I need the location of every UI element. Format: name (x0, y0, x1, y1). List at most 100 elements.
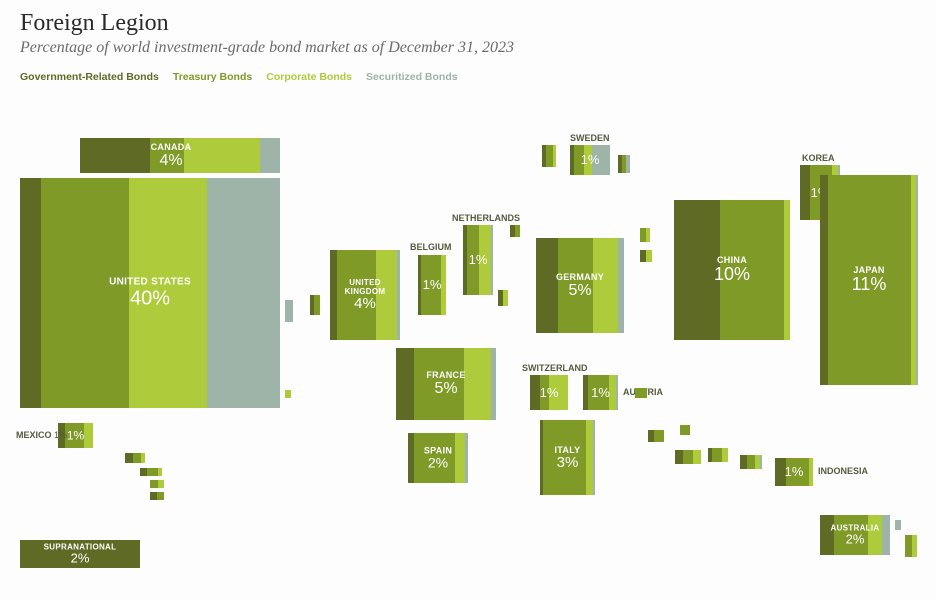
segment-treasury (157, 492, 164, 500)
segment-corp (784, 200, 790, 340)
segment-gov (20, 178, 41, 408)
segment-corp (553, 145, 556, 167)
country-canada: CANADA4% (80, 138, 280, 173)
country-austria: 1% (583, 375, 618, 410)
segment-gov (150, 492, 157, 500)
segment-corp (503, 290, 508, 306)
map-fragment (680, 425, 690, 435)
segment-gov (820, 515, 834, 555)
segment-corp (646, 228, 650, 242)
segment-treasury (314, 295, 320, 315)
segment-gov (675, 450, 683, 464)
segment-treasury (515, 225, 520, 237)
map-fragment (708, 448, 728, 462)
segment-treasury (683, 450, 693, 464)
segment-secur (491, 225, 493, 295)
country-germany: GERMANY5% (536, 238, 624, 333)
country-label-outside: BELGIUM (410, 242, 452, 252)
segment-corp (584, 145, 592, 175)
segment-treasury (150, 480, 158, 488)
segment-treasury (150, 138, 184, 173)
segment-gov (125, 453, 133, 463)
country-label-outside: SWITZERLAND (522, 363, 588, 373)
segment-treasury (574, 145, 584, 175)
map-fragment (635, 388, 647, 398)
map-fragment (895, 520, 901, 530)
country-supranational: SUPRANATIONAL2% (20, 540, 140, 568)
map-fragment (285, 390, 291, 398)
country-label-outside: KOREA (802, 153, 835, 163)
chart-canvas: CANADA4%UNITED STATES40%1%MEXICO 1%SUPRA… (0, 120, 936, 600)
segment-corp (479, 225, 491, 295)
segment-gov (740, 455, 747, 469)
country-switzerland: 1% (530, 375, 568, 410)
map-fragment (648, 430, 664, 442)
map-fragment (498, 290, 508, 306)
segment-secur (285, 300, 293, 322)
country-sweden: 1% (570, 145, 610, 175)
legend-item: Securitized Bonds (366, 71, 458, 83)
country-indonesia: 1% (775, 458, 813, 486)
map-fragment (150, 492, 164, 500)
segment-gov (800, 165, 810, 220)
segment-treasury (540, 375, 550, 410)
segment-treasury (543, 420, 586, 495)
map-fragment (740, 455, 762, 469)
segment-treasury (905, 535, 912, 557)
segment-treasury (147, 468, 158, 476)
country-japan: JAPAN11% (820, 175, 918, 385)
segment-corp (868, 515, 882, 555)
segment-treasury (421, 255, 441, 315)
segment-corp (158, 480, 164, 488)
segment-secur (882, 515, 890, 555)
segment-treasury (558, 238, 593, 333)
segment-treasury (747, 455, 756, 469)
map-fragment (125, 453, 145, 463)
country-label-outside: NETHERLANDS (452, 213, 520, 223)
segment-corp (285, 390, 291, 398)
segment-corp (464, 348, 491, 420)
segment-gov (530, 375, 540, 410)
segment-treasury (546, 145, 553, 167)
map-fragment (150, 480, 164, 488)
map-fragment (140, 468, 162, 476)
segment-corp (586, 420, 593, 495)
segment-treasury (414, 433, 455, 483)
map-fragment (618, 155, 630, 173)
country-italy: ITALY3% (540, 420, 595, 495)
segment-corp (158, 468, 162, 476)
segment-treasury (133, 453, 141, 463)
legend-item: Government-Related Bonds (20, 71, 159, 83)
segment-secur (207, 178, 280, 408)
segment-corp (84, 423, 93, 448)
legend-item: Treasury Bonds (173, 71, 252, 83)
segment-corp (912, 535, 917, 557)
segment-corp (549, 375, 568, 410)
country-china: CHINA10% (674, 200, 790, 340)
segment-secur (916, 175, 918, 385)
segment-treasury (337, 250, 376, 340)
segment-corp (722, 448, 728, 462)
chart-title: Foreign Legion (0, 0, 936, 39)
country-belgium: 1% (418, 255, 446, 315)
segment-treasury (654, 430, 664, 442)
country-label-outside: SWEDEN (570, 133, 610, 143)
map-fragment (640, 250, 652, 262)
country-label-outside: INDONESIA (818, 466, 868, 476)
segment-corp (376, 250, 397, 340)
segment-corp (455, 433, 465, 483)
country-australia: AUSTRALIA2% (820, 515, 890, 555)
country-france: FRANCE5% (396, 348, 496, 420)
segment-treasury (720, 200, 784, 340)
segment-secur (616, 375, 618, 410)
map-fragment (542, 145, 556, 167)
segment-gov (820, 175, 828, 385)
segment-treasury (712, 448, 722, 462)
segment-corp (184, 138, 260, 173)
segment-treasury (467, 225, 479, 295)
segment-corp (809, 458, 813, 486)
segment-secur (593, 420, 595, 495)
country-united-kingdom: UNITED KINGDOM4% (330, 250, 400, 340)
map-fragment (510, 225, 520, 237)
segment-secur (260, 138, 280, 173)
